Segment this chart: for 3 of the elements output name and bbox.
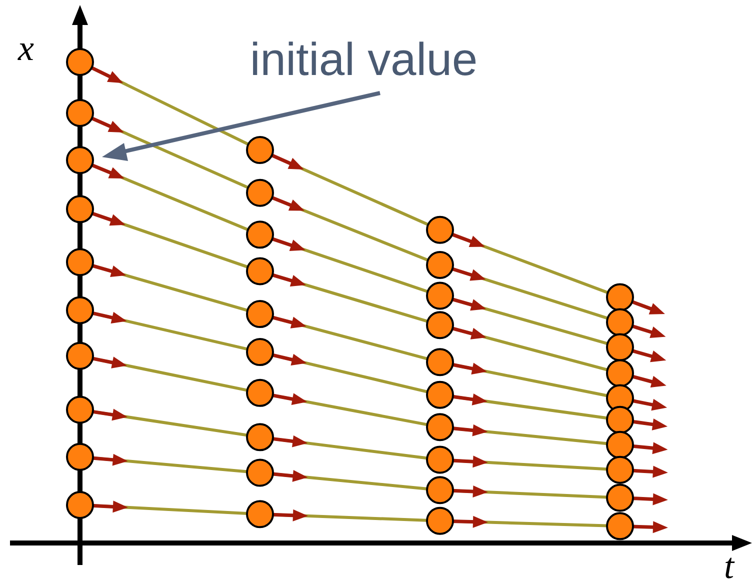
annotation: initial value [250,33,478,85]
y-axis-title: x [17,28,34,68]
x-axis-title: t [724,546,735,580]
